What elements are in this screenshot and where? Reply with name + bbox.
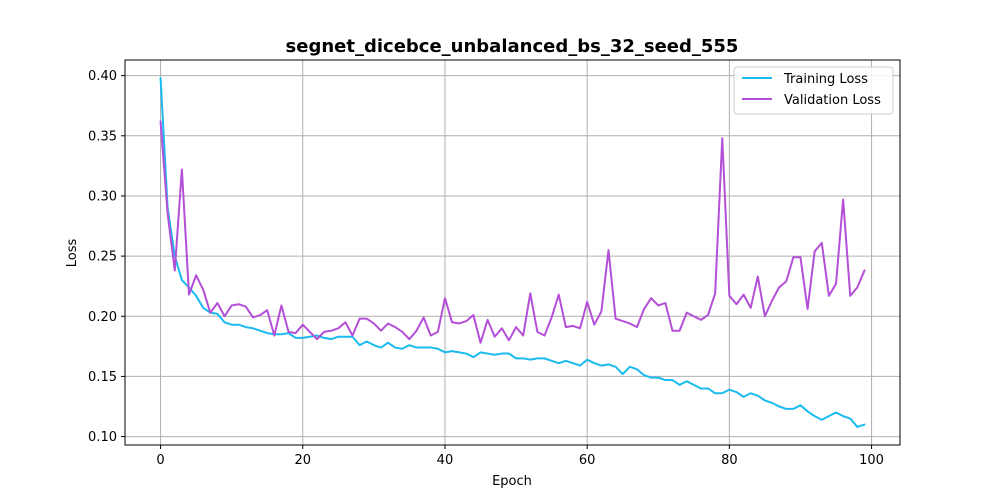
- x-axis-label: Epoch: [492, 474, 532, 489]
- series-line-training-loss: [159, 77, 866, 428]
- y-tick-label: 0.20: [88, 310, 117, 325]
- x-tick-label: 20: [294, 453, 311, 468]
- plot-frame: [124, 59, 901, 446]
- x-tick-label: 60: [579, 453, 596, 468]
- y-tick-label: 0.40: [88, 69, 117, 84]
- legend-box: [733, 66, 894, 115]
- x-tick-label: 100: [859, 453, 884, 468]
- y-axis: 0.10 0.15 0.20 0.25 0.30 0.35 0.40: [88, 69, 125, 445]
- series-line-validation-loss: [159, 120, 866, 344]
- y-tick-label: 0.30: [88, 189, 117, 204]
- legend-label-training-loss: Training Loss: [783, 72, 868, 87]
- y-axis-label: Loss: [65, 239, 80, 268]
- y-tick-label: 0.15: [88, 370, 117, 385]
- x-tick-label: 80: [721, 453, 738, 468]
- x-tick-label: 40: [437, 453, 454, 468]
- y-tick-label: 0.10: [88, 430, 117, 445]
- grid: [125, 60, 900, 445]
- legend: Training Loss Validation Loss: [733, 66, 894, 115]
- chart-title: segnet_dicebce_unbalanced_bs_32_seed_555: [286, 36, 739, 57]
- series-layer: [159, 77, 866, 428]
- y-tick-label: 0.35: [88, 129, 117, 144]
- x-tick-label: 0: [156, 453, 164, 468]
- legend-label-validation-loss: Validation Loss: [784, 93, 881, 108]
- y-tick-label: 0.25: [88, 250, 117, 265]
- x-axis: 0 20 40 60 80 100: [156, 445, 884, 468]
